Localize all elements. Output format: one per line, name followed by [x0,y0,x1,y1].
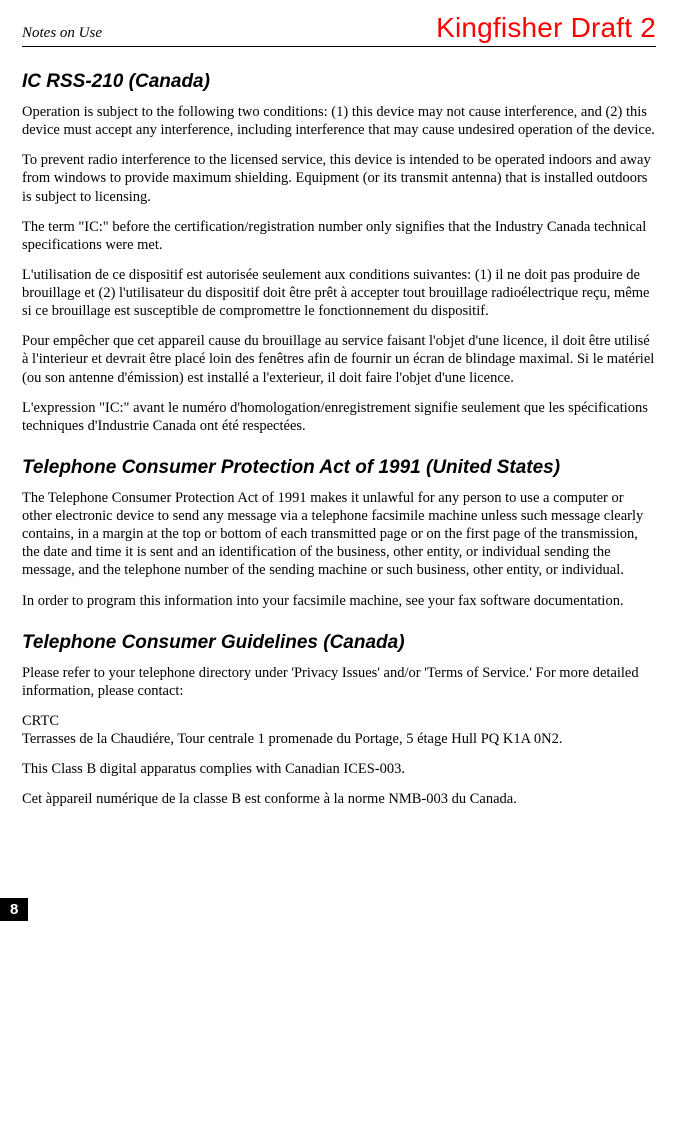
section-title-tcg: Telephone Consumer Guidelines (Canada) [22,632,656,654]
body-paragraph: Operation is subject to the following tw… [22,103,656,139]
section-title-ic-rss: IC RSS-210 (Canada) [22,71,656,93]
body-paragraph: L'expression "IC:" avant le numéro d'hom… [22,399,656,435]
body-paragraph: Cet àppareil numérique de la classe B es… [22,790,656,808]
header-right-draft: Kingfisher Draft 2 [436,12,656,44]
body-paragraph: Please refer to your telephone directory… [22,664,656,700]
section-title-tcpa: Telephone Consumer Protection Act of 199… [22,457,656,479]
body-paragraph: Pour empêcher que cet appareil cause du … [22,332,656,386]
body-paragraph: The Telephone Consumer Protection Act of… [22,489,656,580]
body-paragraph: To prevent radio interference to the lic… [22,151,656,205]
page-container: Notes on Use Kingfisher Draft 2 IC RSS-2… [0,0,678,921]
page-header: Notes on Use Kingfisher Draft 2 [22,12,656,47]
header-left: Notes on Use [22,25,102,42]
body-paragraph: This Class B digital apparatus complies … [22,760,656,778]
page-number: 8 [0,898,28,921]
body-paragraph: CRTC Terrasses de la Chaudiére, Tour cen… [22,712,656,748]
page-footer: 8 [22,898,656,921]
body-paragraph: The term "IC:" before the certification/… [22,218,656,254]
body-paragraph: In order to program this information int… [22,592,656,610]
body-paragraph: L'utilisation de ce dispositif est autor… [22,266,656,320]
